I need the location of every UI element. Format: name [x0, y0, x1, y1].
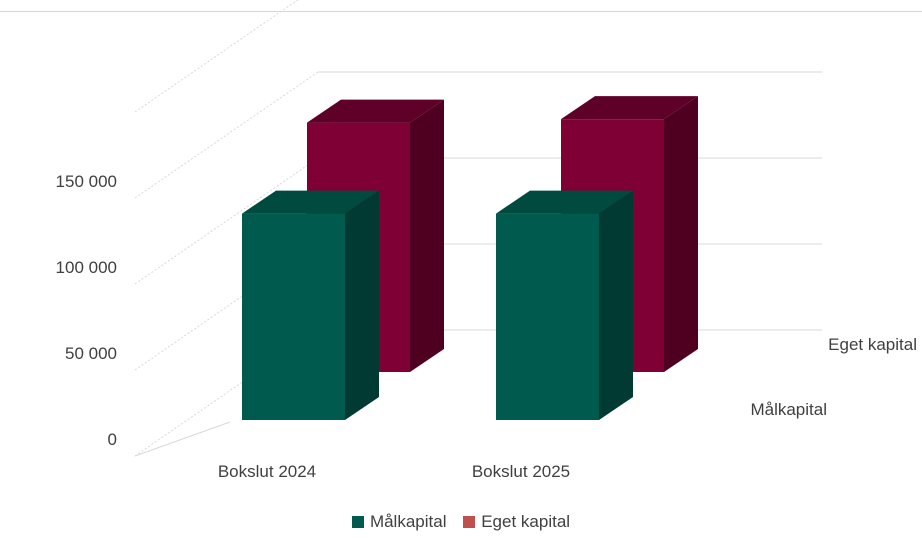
depth-label-eget-kapital: Eget kapital: [828, 335, 917, 354]
bar-side: [664, 96, 698, 372]
legend-label-eget-kapital: Eget kapital: [481, 512, 571, 531]
bar-top: [307, 99, 444, 123]
legend-item-eget-kapital: Eget kapital: [463, 512, 570, 532]
y-tick-label: 0: [108, 430, 117, 449]
chart-legend: Målkapital Eget kapital: [0, 512, 922, 533]
bar-side: [410, 99, 444, 372]
y-tick-label: 50 000: [65, 344, 117, 363]
series-depth-labels: Målkapital Eget kapital: [750, 335, 917, 419]
side-wall-gridline: [134, 71, 319, 199]
bar-side: [599, 190, 633, 420]
y-tick-label: 100 000: [56, 258, 117, 277]
y-tick-label: 150 000: [56, 172, 117, 191]
bar-malkapital-0: [242, 190, 379, 420]
bar-front: [242, 213, 345, 420]
bar-side: [345, 190, 379, 420]
y-axis-ticks: 0 50 000 100 000 150 000: [56, 172, 117, 449]
bar-top: [496, 190, 633, 214]
bar-top: [242, 190, 379, 214]
x-category-label: Bokslut 2024: [218, 462, 316, 481]
floor-edge: [134, 421, 231, 457]
x-axis-categories: Bokslut 2024 Bokslut 2025: [218, 462, 570, 481]
x-category-label: Bokslut 2025: [472, 462, 570, 481]
top-divider: [0, 11, 922, 12]
legend-swatch-malkapital: [351, 516, 364, 528]
bar-top: [561, 96, 698, 120]
side-wall-gridline: [134, 0, 299, 113]
chart-bars: [242, 96, 698, 420]
bar-malkapital-1: [496, 190, 633, 420]
bar-front: [496, 213, 599, 420]
legend-label-malkapital: Målkapital: [369, 512, 447, 531]
chart-walls: [134, 0, 822, 457]
depth-label-malkapital: Målkapital: [750, 400, 827, 419]
legend-swatch-eget-kapital: [463, 516, 476, 528]
legend-item-malkapital: Målkapital: [351, 512, 447, 532]
side-wall-gridline: [134, 157, 319, 285]
